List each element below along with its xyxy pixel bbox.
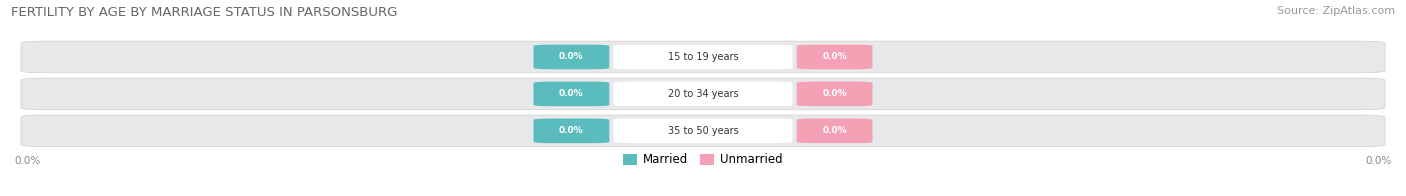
Text: 0.0%: 0.0% xyxy=(560,89,583,98)
FancyBboxPatch shape xyxy=(533,82,609,106)
Text: 0.0%: 0.0% xyxy=(823,89,846,98)
Text: 0.0%: 0.0% xyxy=(14,156,41,166)
FancyBboxPatch shape xyxy=(21,78,1385,110)
FancyBboxPatch shape xyxy=(613,119,793,143)
Text: 20 to 34 years: 20 to 34 years xyxy=(668,89,738,99)
FancyBboxPatch shape xyxy=(533,45,609,69)
Text: 0.0%: 0.0% xyxy=(823,53,846,62)
FancyBboxPatch shape xyxy=(21,41,1385,73)
Text: FERTILITY BY AGE BY MARRIAGE STATUS IN PARSONSBURG: FERTILITY BY AGE BY MARRIAGE STATUS IN P… xyxy=(11,6,398,19)
FancyBboxPatch shape xyxy=(797,45,873,69)
Text: 0.0%: 0.0% xyxy=(560,53,583,62)
FancyBboxPatch shape xyxy=(613,45,793,69)
Legend: Married, Unmarried: Married, Unmarried xyxy=(619,149,787,171)
FancyBboxPatch shape xyxy=(613,82,793,106)
Text: 0.0%: 0.0% xyxy=(1365,156,1392,166)
Text: Source: ZipAtlas.com: Source: ZipAtlas.com xyxy=(1277,6,1395,16)
FancyBboxPatch shape xyxy=(797,119,873,143)
FancyBboxPatch shape xyxy=(797,82,873,106)
Text: 0.0%: 0.0% xyxy=(823,126,846,135)
Text: 35 to 50 years: 35 to 50 years xyxy=(668,126,738,136)
Text: 0.0%: 0.0% xyxy=(560,126,583,135)
Text: 15 to 19 years: 15 to 19 years xyxy=(668,52,738,62)
FancyBboxPatch shape xyxy=(21,115,1385,147)
FancyBboxPatch shape xyxy=(533,119,609,143)
